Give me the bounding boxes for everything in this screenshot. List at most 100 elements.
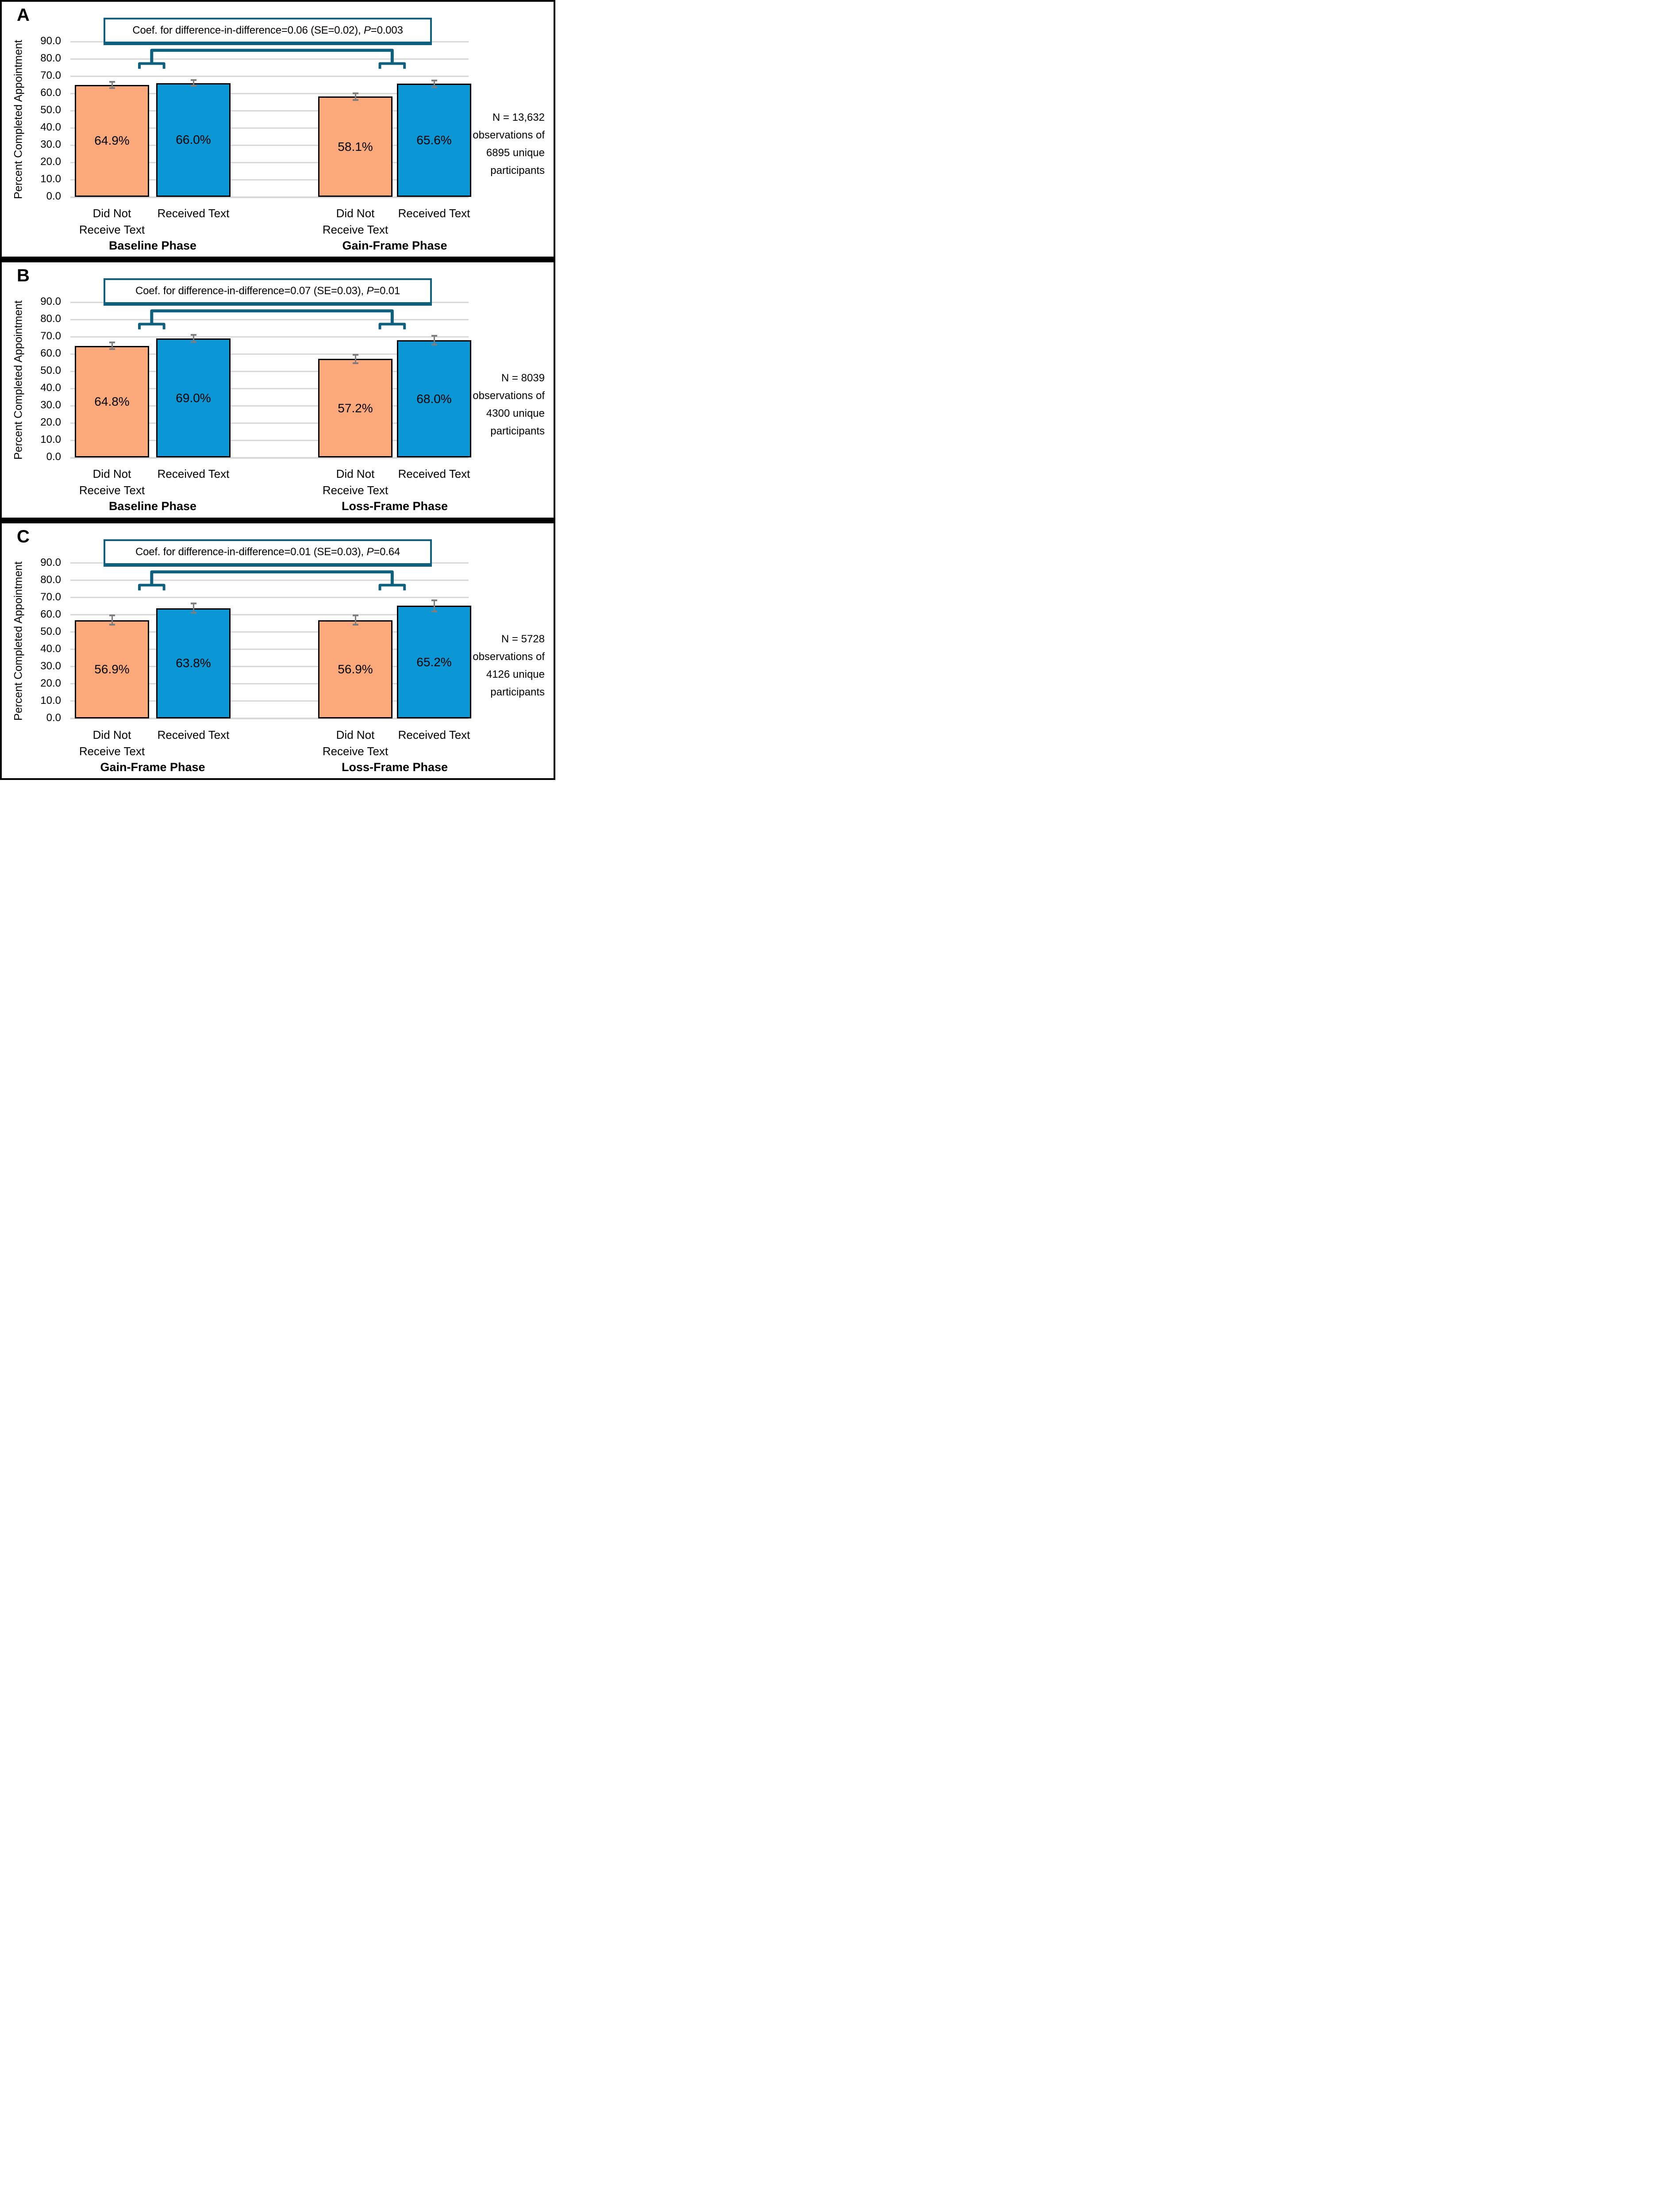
panel-c: C Coef. for difference-in-difference=0.0… xyxy=(2,523,554,778)
gridline xyxy=(70,161,469,163)
y-tick-label: 90.0 xyxy=(40,296,61,308)
bar-received-text: 68.0% xyxy=(397,340,471,458)
gridline xyxy=(70,179,469,180)
y-tick-label: 60.0 xyxy=(40,347,61,360)
bar-did-not-receive-text: 64.8% xyxy=(75,346,149,458)
phase-label: Baseline Phase xyxy=(108,499,197,513)
sample-size-note: N = 5728 observations of 4126 unique par… xyxy=(473,630,545,701)
gridline xyxy=(70,422,469,424)
x-tick-label: Did Not Receive Text xyxy=(79,207,145,236)
error-bar-cap xyxy=(109,614,115,617)
sample-size-note: N = 13,632 observations of 6895 unique p… xyxy=(473,109,545,180)
error-bar-cap xyxy=(352,92,358,94)
error-bar xyxy=(433,336,435,345)
error-bar-cap xyxy=(431,335,437,337)
y-tick-label: 20.0 xyxy=(40,677,61,689)
y-tick-label: 10.0 xyxy=(40,434,61,446)
gridline xyxy=(70,614,469,616)
y-tick-label: 50.0 xyxy=(40,104,61,116)
x-tick-label: Received Text xyxy=(157,207,230,220)
coef-p-value: =0.64 xyxy=(373,545,400,558)
gridline xyxy=(70,439,469,441)
y-tick-label: 30.0 xyxy=(40,660,61,672)
note-line: participants xyxy=(490,425,545,438)
x-tick-label: Did Not Receive Text xyxy=(322,728,389,758)
gridline xyxy=(70,580,469,581)
phase-label: Gain-Frame Phase xyxy=(100,760,205,774)
error-bar-cap xyxy=(190,612,196,614)
gridline xyxy=(70,92,469,94)
x-axis-line xyxy=(70,196,469,198)
y-tick-label: 80.0 xyxy=(40,313,61,325)
error-bar-cap xyxy=(352,614,358,617)
error-bar xyxy=(192,80,194,86)
bar-value-label: 63.8% xyxy=(176,656,211,670)
error-bar-cap xyxy=(109,87,115,89)
gridline xyxy=(70,144,469,146)
error-bar xyxy=(111,82,113,88)
bracket-segment xyxy=(138,323,165,330)
note-line: observations of xyxy=(473,650,545,663)
gridline xyxy=(70,127,469,129)
error-bar-cap xyxy=(352,624,358,626)
phase-label: Loss-Frame Phase xyxy=(341,760,448,774)
y-tick-label: 90.0 xyxy=(40,35,61,47)
bar-did-not-receive-text: 57.2% xyxy=(318,359,392,458)
panel-a: A Coef. for difference-in-difference=0.0… xyxy=(2,2,554,257)
phase-label: Loss-Frame Phase xyxy=(341,499,448,513)
error-bar-cap xyxy=(431,599,437,601)
error-bar-cap xyxy=(352,362,358,364)
panel-letter: A xyxy=(17,5,30,25)
y-tick-label: 0.0 xyxy=(46,711,61,724)
bar-received-text: 63.8% xyxy=(156,608,231,718)
coef-text: Coef. for difference-in-difference=0.01 … xyxy=(135,545,367,558)
panel-letter: C xyxy=(17,526,30,546)
bar-value-label: 65.6% xyxy=(416,133,452,147)
x-tick-label: Did Not Receive Text xyxy=(79,728,145,758)
gridline xyxy=(70,388,469,389)
bar-received-text: 65.2% xyxy=(397,606,471,718)
y-tick-label: 90.0 xyxy=(40,556,61,568)
note-line: participants xyxy=(490,165,545,177)
error-bar-cap xyxy=(431,86,437,88)
y-tick-label: 10.0 xyxy=(40,694,61,707)
bracket-segment xyxy=(150,309,394,324)
gridline xyxy=(70,666,469,668)
gridline xyxy=(70,58,469,60)
error-bar xyxy=(192,603,194,613)
bracket-segment xyxy=(138,62,165,69)
error-bar xyxy=(111,342,113,349)
gridline xyxy=(70,319,469,320)
note-line: observations of xyxy=(473,390,545,402)
coef-p-symbol: P xyxy=(366,545,374,558)
error-bar-cap xyxy=(109,348,115,350)
error-bar xyxy=(354,93,356,100)
error-bar-cap xyxy=(431,343,437,346)
error-bar-cap xyxy=(109,81,115,83)
y-tick-label: 80.0 xyxy=(40,52,61,64)
bar-value-label: 64.9% xyxy=(94,134,130,148)
x-tick-label: Received Text xyxy=(157,467,230,481)
y-tick-label: 70.0 xyxy=(40,330,61,342)
gridline xyxy=(70,110,469,111)
bar-did-not-receive-text: 56.9% xyxy=(75,620,149,718)
y-tick-label: 50.0 xyxy=(40,625,61,637)
note-line: 4300 unique xyxy=(486,407,545,420)
gridline xyxy=(70,75,469,77)
error-bar-cap xyxy=(190,334,196,336)
note-line: 4126 unique xyxy=(486,668,545,680)
coefficient-annotation: Coef. for difference-in-difference=0.01 … xyxy=(104,539,432,565)
y-tick-label: 30.0 xyxy=(40,399,61,411)
bracket-segment xyxy=(150,49,394,64)
error-bar xyxy=(192,335,194,342)
bar-value-label: 65.2% xyxy=(416,655,452,669)
bar-value-label: 66.0% xyxy=(176,133,211,147)
coef-text: Coef. for difference-in-difference=0.06 … xyxy=(132,24,364,36)
bracket-segment xyxy=(150,570,394,585)
bracket-segment xyxy=(378,323,406,330)
y-tick-label: 40.0 xyxy=(40,382,61,394)
coefficient-annotation: Coef. for difference-in-difference=0.06 … xyxy=(104,18,432,43)
error-bar-cap xyxy=(352,353,358,356)
bar-value-label: 57.2% xyxy=(338,401,373,415)
sample-size-note: N = 8039 observations of 4300 unique par… xyxy=(473,369,545,440)
